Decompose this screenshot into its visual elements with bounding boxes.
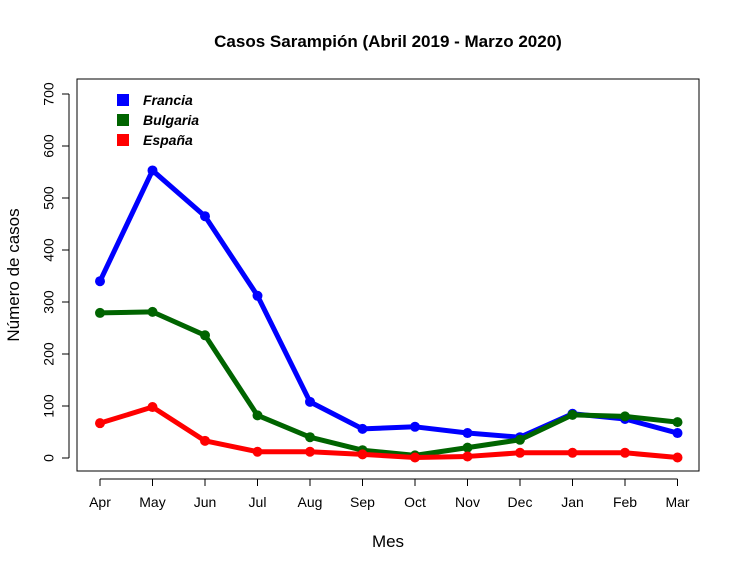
x-tick-label: Jul [249,494,267,510]
x-tick-label: Nov [455,494,480,510]
y-tick-label: 300 [41,290,57,314]
data-point-espana [567,447,578,458]
x-axis: Apr May Jun Jul Aug Sep Oct Nov Dec Jan Feb Mar [89,478,690,510]
series-layer [95,165,683,463]
x-tick-label: May [139,494,165,510]
data-point-espana [147,402,158,413]
x-tick-label: Mar [665,494,689,510]
x-tick-label: Jun [194,494,217,510]
data-point-bulgaria [672,417,683,428]
data-point-francia [410,421,420,432]
data-point-espana [462,451,473,462]
y-axis: 0 100 200 300 400 500 600 700 [41,82,70,462]
data-point-espana [252,446,263,457]
x-axis-label: Mes [372,532,404,551]
data-point-bulgaria [252,410,263,421]
x-tick-label: Feb [613,494,637,510]
legend-label-bulgaria: Bulgaria [143,112,199,128]
y-tick-label: 500 [41,186,57,210]
data-point-francia [305,396,315,407]
series-espana [95,402,683,463]
data-point-bulgaria [567,409,578,420]
data-point-espana [410,452,420,463]
y-tick-label: 600 [41,134,57,158]
legend-swatch-espana [117,134,129,146]
data-point-bulgaria [305,432,315,443]
data-point-espana [200,435,210,446]
legend-swatch-bulgaria [117,114,129,126]
data-point-bulgaria [515,434,525,445]
data-point-bulgaria [95,307,105,318]
data-point-espana [305,446,315,457]
data-point-francia [672,428,683,439]
data-point-espana [357,449,368,460]
data-point-espana [672,452,683,463]
y-tick-label: 200 [41,342,57,366]
data-point-francia [95,276,105,287]
series-bulgaria [95,306,683,461]
data-point-espana [515,447,525,458]
x-tick-label: Apr [89,494,111,510]
data-point-francia [462,428,473,439]
x-tick-label: Sep [350,494,375,510]
series-line-francia [97,167,680,440]
data-point-bulgaria [462,442,473,453]
x-tick-label: Jan [561,494,584,510]
chart-title: Casos Sarampión (Abril 2019 - Marzo 2020… [214,32,562,51]
data-point-bulgaria [147,306,158,317]
data-point-espana [620,447,630,458]
data-point-francia [357,423,368,434]
y-tick-label: 700 [41,82,57,106]
y-tick-label: 400 [41,238,57,262]
data-point-francia [147,165,158,176]
data-point-francia [252,290,263,301]
plot-area-frame [76,78,700,472]
x-tick-label: Oct [404,494,426,510]
y-axis-label: Número de casos [4,208,23,341]
series-line-bulgaria [97,309,680,458]
series-francia [95,165,683,443]
x-tick-label: Dec [508,494,533,510]
y-tick-label: 0 [41,454,57,462]
legend-swatch-francia [117,94,129,106]
legend-label-francia: Francia [143,92,193,108]
series-line-espana [97,404,680,460]
y-tick-label: 100 [41,394,57,418]
x-tick-label: Aug [298,494,323,510]
data-point-francia [200,211,210,222]
data-point-bulgaria [200,330,210,341]
legend-label-espana: España [143,132,193,148]
legend: Francia Bulgaria España [117,92,199,148]
data-point-espana [95,418,105,429]
data-point-bulgaria [620,411,630,422]
